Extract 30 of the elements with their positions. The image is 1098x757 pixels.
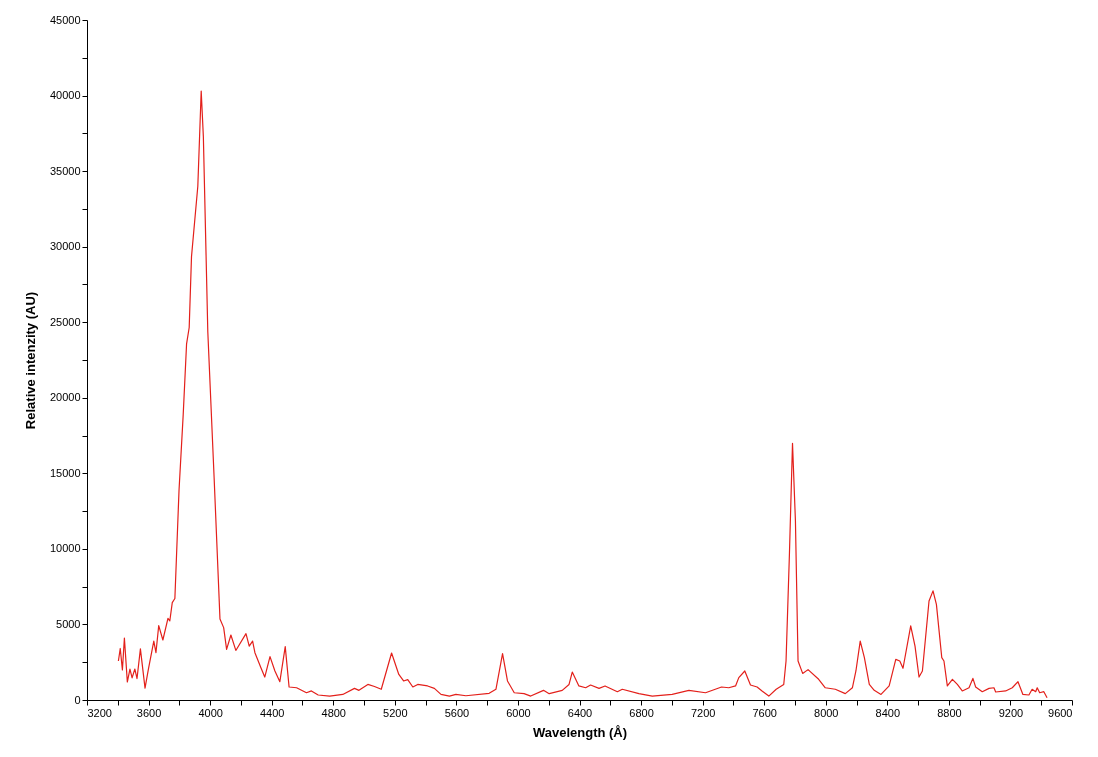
x-tick-label: 7200: [690, 706, 716, 719]
x-tick-label: 4000: [198, 706, 223, 719]
x-tick-label: 6400: [567, 706, 593, 719]
x-tick-label: 6800: [629, 706, 654, 719]
line-series: [117, 90, 1048, 699]
x-tick-label: 8000: [814, 706, 839, 719]
y-tick-label: 25000: [49, 315, 81, 328]
x-tick-label: 6000: [506, 706, 531, 719]
y-tick-label: 20000: [49, 391, 81, 404]
x-tick-label: 4400: [259, 706, 285, 719]
x-axis-title: Wavelength (Å): [532, 724, 628, 740]
x-tick-label: 3200: [87, 706, 112, 719]
x-tick-label: 9600: [1048, 706, 1073, 719]
y-tick-label: 40000: [49, 89, 81, 102]
x-tick-label: 4800: [321, 706, 346, 719]
y-axis-title: Relative intenzity (AU): [22, 291, 38, 430]
y-tick-label: 45000: [49, 13, 81, 26]
y-tick-label: 30000: [49, 240, 81, 253]
x-tick-label: 9200: [998, 706, 1024, 719]
x-tick-label: 8800: [937, 706, 962, 719]
y-tick-label: 0: [74, 693, 81, 706]
x-tick-label: 3600: [136, 706, 162, 719]
y-tick-label: 10000: [49, 542, 81, 555]
y-tick-label: 15000: [49, 466, 81, 479]
x-tick-label: 5200: [383, 706, 408, 719]
y-tick-label: 5000: [56, 617, 81, 630]
x-tick-label: 8400: [875, 706, 901, 719]
x-tick-label: 7600: [752, 706, 777, 719]
x-tick-label: 5600: [444, 706, 470, 719]
y-tick-label: 35000: [49, 164, 81, 177]
